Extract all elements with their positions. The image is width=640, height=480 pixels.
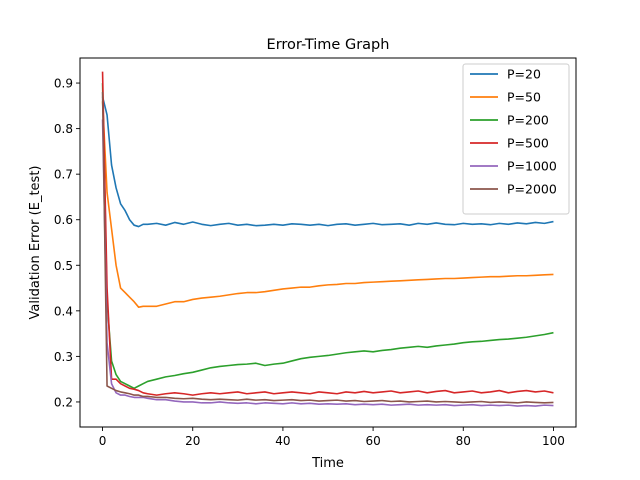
x-tick-label: 100 [542,434,565,448]
y-tick-label: 0.4 [54,304,73,318]
plot-area-frame [79,57,577,428]
x-tick-label: 0 [99,434,107,448]
legend-label: P=200 [507,113,549,128]
legend-label: P=500 [507,136,549,151]
legend-label: P=20 [507,67,541,82]
axes-layer: 0 20 40 60 80 100 0.2 0.3 0.4 0.5 0.6 0.7 0.8 0.9 [54,77,565,448]
y-tick-label: 0.8 [54,122,73,136]
x-tick-label: 60 [365,434,380,448]
series-line-p-200 [101,83,554,390]
legend-box [462,63,570,215]
series-line-p-500 [101,71,554,396]
legend: P=20 P=50 P=200 P=500 P=1000 P=2000 [462,63,570,215]
x-tick-label: 20 [185,434,200,448]
series-line-p-20 [101,96,554,228]
legend-label: P=2000 [507,182,557,197]
series-line-p-1000 [101,119,554,407]
y-tick-label: 0.7 [54,168,73,182]
y-tick-label: 0.3 [54,350,73,364]
y-tick-label: 0.2 [54,395,73,409]
series-line-p-50 [101,101,554,308]
y-axis-label: Validation Error (E_test) [28,166,43,320]
y-tick-label: 0.6 [54,213,73,227]
legend-label: P=50 [507,90,541,105]
x-tick-label: 40 [275,434,290,448]
legend-label: P=1000 [507,159,557,174]
x-tick-label: 80 [456,434,471,448]
y-tick-label: 0.5 [54,259,73,273]
y-tick-label: 0.9 [54,77,73,91]
x-axis-label: Time [311,456,344,471]
chart-title: Error-Time Graph [267,37,390,53]
series-line-p-2000 [101,92,554,404]
series-layer [101,71,554,407]
